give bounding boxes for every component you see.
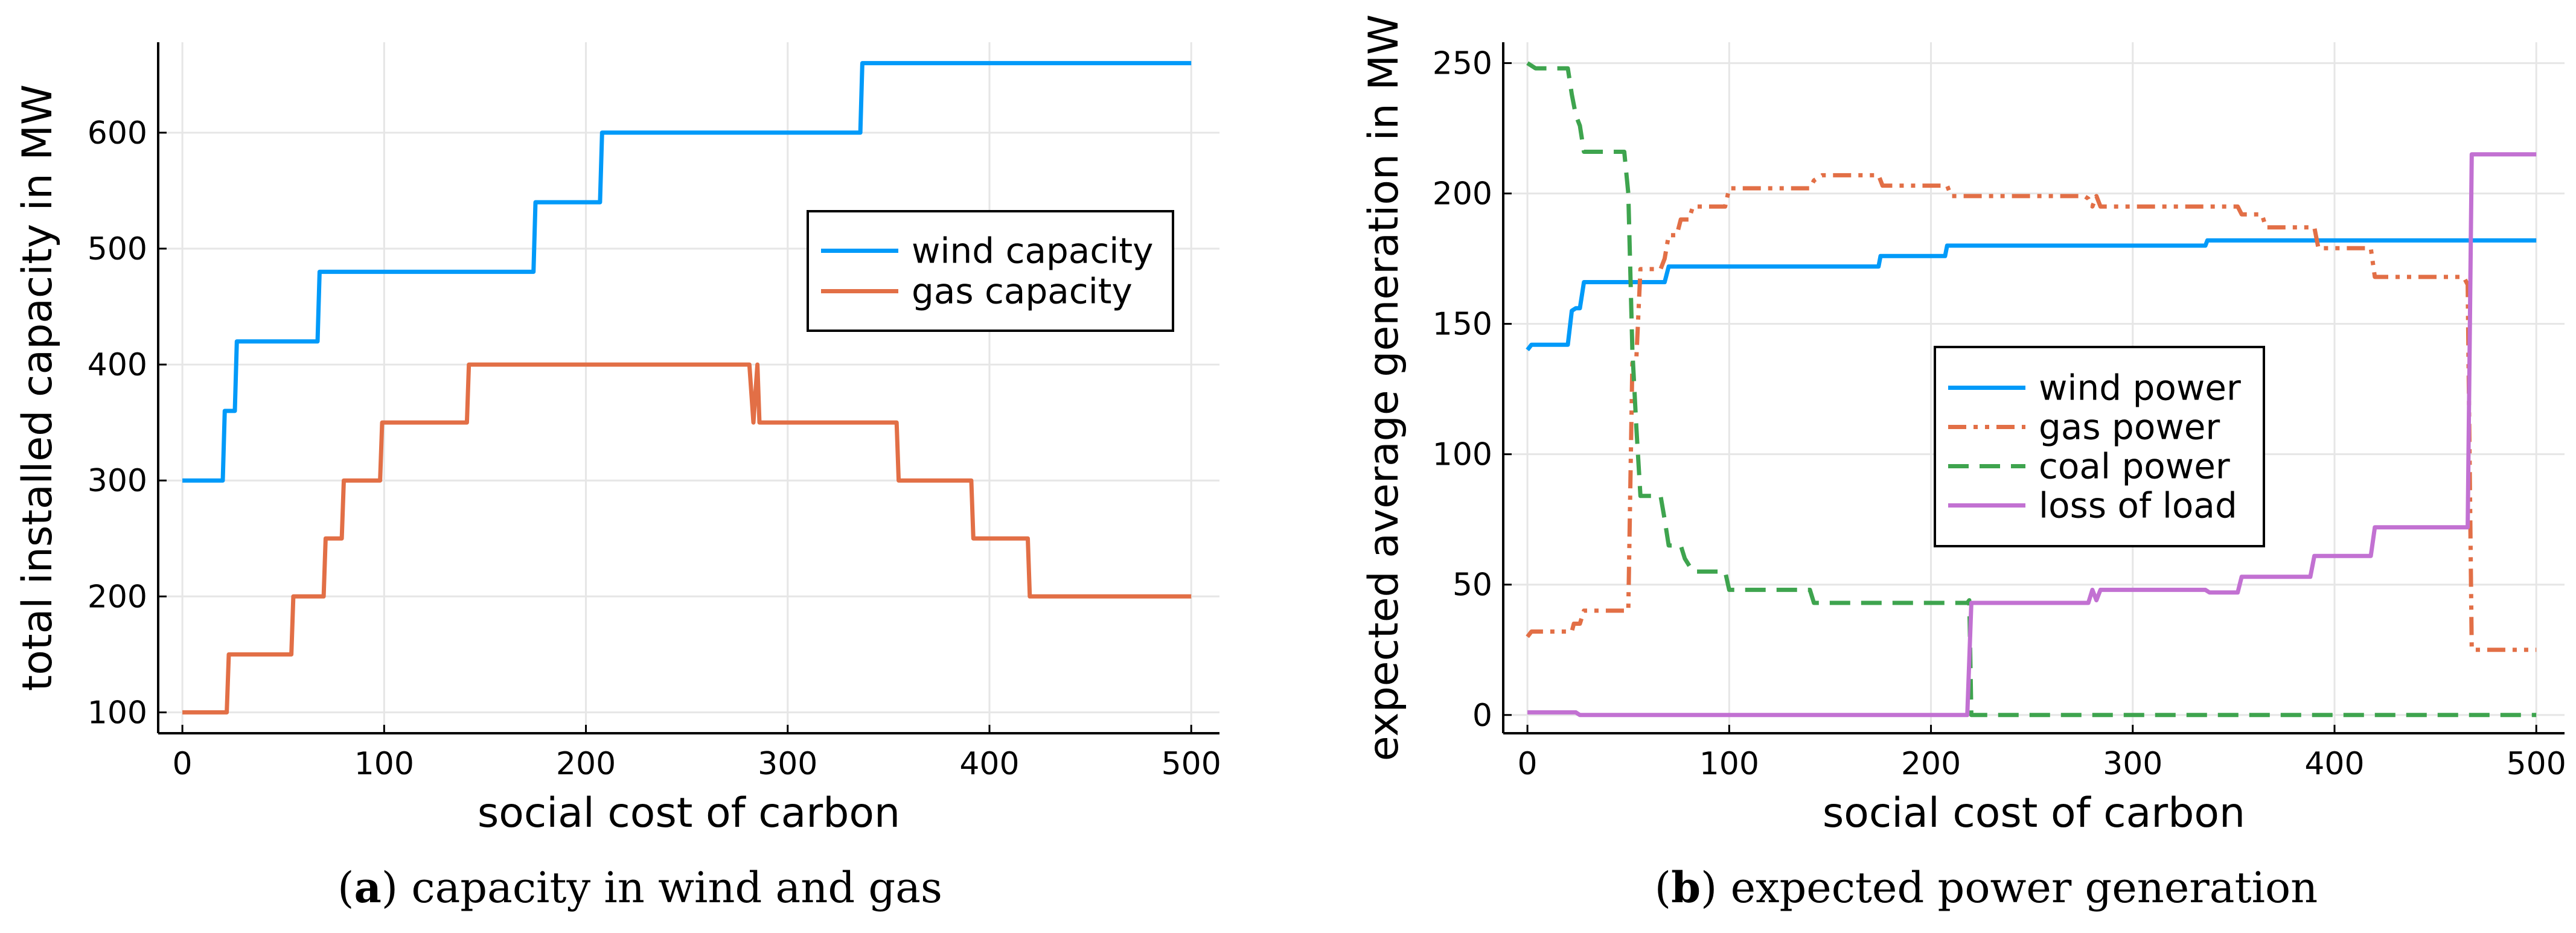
legend-box	[807, 210, 1174, 332]
panel-b-chart: 0 100 200 300 400 500 0 50 100 150 200 250 social co…	[1360, 14, 2566, 912]
panel-a-chart: 0 100 200 300 400 500 100 200 300 400 500 600 social…	[14, 42, 1221, 912]
panel-caption: (b) expected power generation	[1655, 862, 2318, 912]
legend-entry-label: coal power	[2039, 446, 2230, 487]
series-line-wind-power	[1526, 238, 2537, 351]
caption-paren-close: )	[382, 863, 398, 912]
series-line-gas-power	[1526, 173, 2537, 652]
x-tick-label: 400	[2304, 746, 2364, 782]
legend-entry-label: loss of load	[2039, 485, 2237, 526]
y-tick-label: 500	[88, 231, 147, 267]
x-tick-label: 200	[556, 746, 616, 782]
x-tick-label: 300	[758, 746, 817, 782]
y-tick-label: 150	[1433, 307, 1492, 343]
panel-caption: (a) capacity in wind and gas	[337, 862, 942, 912]
series-line-coal-power	[1526, 61, 2537, 718]
y-tick-label: 200	[1433, 176, 1492, 212]
y-tick-label: 50	[1453, 567, 1492, 603]
y-tick-label: 300	[88, 463, 147, 499]
legend-box	[1934, 346, 2265, 547]
series-line-wind-capacity	[182, 61, 1192, 483]
y-tick-label: 100	[1433, 437, 1492, 473]
x-tick-label: 300	[2103, 746, 2162, 782]
series-line-loss-of-load	[1527, 152, 2537, 718]
x-tick-label: 200	[1901, 746, 1961, 782]
series-line-gas-capacity	[182, 362, 1192, 715]
y-tick-label: 200	[88, 579, 147, 615]
caption-paren-open: (	[1655, 863, 1671, 912]
caption-letter: a	[354, 862, 381, 912]
x-tick-label: 500	[1162, 746, 1221, 782]
y-tick-label: 0	[1472, 698, 1492, 734]
x-tick-label: 100	[354, 746, 414, 782]
x-axis-label: social cost of carbon	[1823, 789, 2245, 837]
caption-paren-close: )	[1701, 863, 1717, 912]
caption-text: capacity in wind and gas	[398, 863, 942, 912]
x-tick-label: 0	[1518, 746, 1538, 782]
legend-entry-label: gas capacity	[912, 271, 1133, 312]
y-tick-label: 600	[88, 115, 147, 151]
y-tick-label: 100	[88, 695, 147, 731]
y-axis-label: total installed capacity in MW	[14, 84, 62, 691]
caption-text: expected power generation	[1717, 863, 2318, 912]
legend-entry-label: wind capacity	[912, 231, 1153, 272]
x-tick-label: 500	[2507, 746, 2566, 782]
caption-letter: b	[1671, 862, 1701, 912]
legend-entry-label: gas power	[2039, 407, 2220, 448]
y-tick-label: 250	[1433, 46, 1492, 82]
x-tick-label: 100	[1699, 746, 1759, 782]
y-axis-label: expected average generation in MW	[1360, 14, 1408, 761]
legend-entry-label: wind power	[2039, 368, 2241, 409]
y-tick-label: 400	[88, 347, 147, 383]
x-axis-label: social cost of carbon	[478, 789, 900, 837]
caption-paren-open: (	[337, 863, 354, 912]
x-tick-label: 0	[173, 746, 193, 782]
x-tick-label: 400	[959, 746, 1019, 782]
